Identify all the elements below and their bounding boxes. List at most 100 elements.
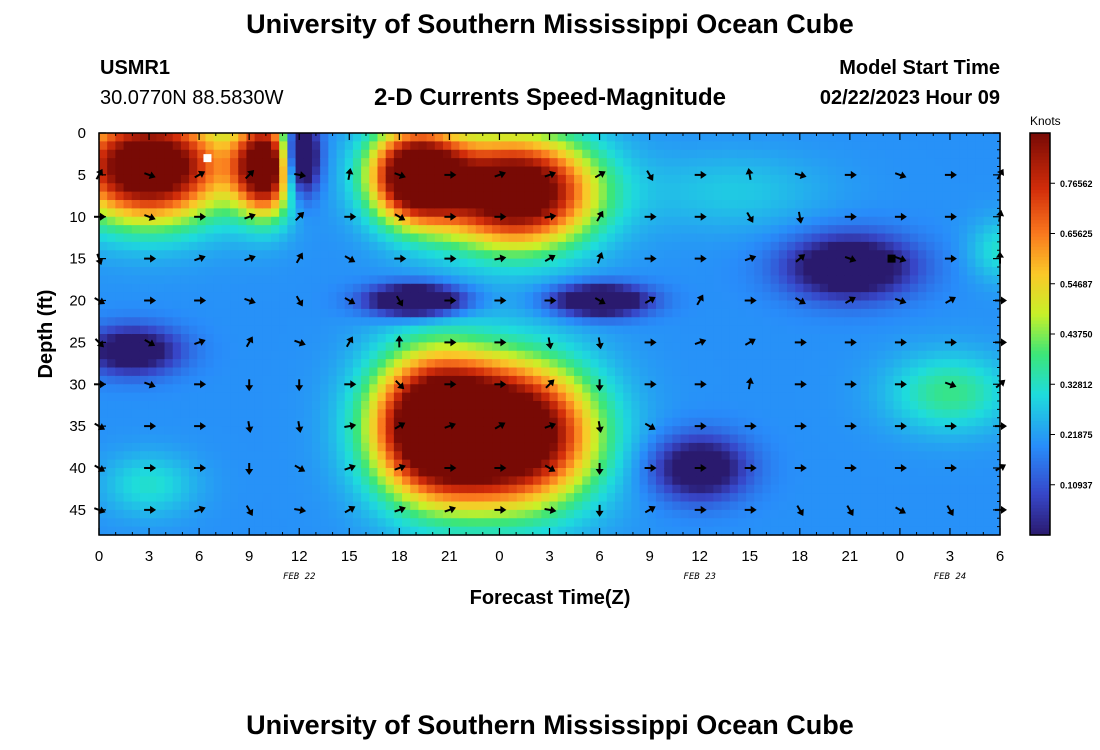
heatmap-cell [189,267,198,276]
heatmap-cell [271,409,280,419]
heatmap-cell [524,375,534,385]
heatmap-cell [787,174,796,184]
heatmap-cell [516,493,526,503]
heatmap-cell [361,526,370,536]
heatmap-cell [139,158,149,168]
heatmap-cell [885,174,895,184]
heatmap-cell [123,375,133,385]
heatmap-cell [901,191,911,201]
heatmap-cell [107,149,116,159]
heatmap-cell [402,300,411,310]
heatmap-cell [459,208,469,218]
heatmap-cell [721,300,731,310]
heatmap-cell [868,258,878,268]
heatmap-cell [156,158,166,168]
heatmap-cell [565,216,575,226]
heatmap-cell [877,434,886,444]
heatmap-cell [770,484,780,494]
heatmap-cell [352,501,362,511]
heatmap-cell [582,250,592,260]
heatmap-cell [533,501,542,511]
heatmap-cell [705,484,714,494]
heatmap-cell [189,367,198,377]
heatmap-cell [287,191,297,201]
heatmap-cell [827,208,837,218]
heatmap-cell [803,258,813,268]
heatmap-cell [737,208,747,218]
heatmap-cell [655,484,665,494]
heatmap-cell [868,292,878,302]
heatmap-cell [230,484,239,494]
heatmap-cell [787,384,796,394]
heatmap-cell [279,250,288,260]
heatmap-cell [852,493,862,503]
heatmap-cell [426,401,436,410]
heatmap-cell [107,325,116,335]
heatmap-cell [156,275,166,285]
heatmap-cell [557,476,567,486]
heatmap-cell [271,158,280,168]
heatmap-cell [189,158,198,168]
heatmap-cell [680,359,690,369]
heatmap-cell [459,392,469,402]
heatmap-cell [295,158,305,168]
heatmap-cell [500,392,510,402]
heatmap-cell [778,476,788,486]
heatmap-cell [500,166,510,176]
heatmap-cell [189,250,198,260]
heatmap-cell [475,149,485,159]
heatmap-cell [926,375,936,385]
heatmap-cell [107,401,116,410]
heatmap-cell [213,509,223,519]
heatmap-cell [410,367,420,377]
heatmap-cell [197,409,207,419]
heatmap-cell [819,317,829,327]
heatmap-cell [688,208,698,218]
heatmap-cell [189,233,198,243]
heatmap-cell [344,442,354,452]
heatmap-cell [565,501,575,511]
heatmap-cell [877,384,886,394]
heatmap-cell [205,308,215,318]
heatmap-cell [262,158,272,168]
heatmap-cell [295,166,305,176]
heatmap-cell [615,359,624,369]
heatmap-cell [295,442,305,452]
heatmap-cell [467,359,477,369]
heatmap-cell [361,292,370,302]
heatmap-cell [721,308,731,318]
heatmap-cell [377,342,387,352]
heatmap-cell [893,166,903,176]
heatmap-cell [836,241,845,251]
heatmap-cell [426,208,436,218]
heatmap-cell [213,216,223,226]
heatmap-cell [803,417,813,427]
heatmap-cell [238,258,248,268]
heatmap-cell [615,442,624,452]
heatmap-cell [410,493,420,503]
heatmap-cell [115,493,125,503]
heatmap-cell [172,250,182,260]
heatmap-cell [918,183,927,193]
heatmap-cell [99,300,108,310]
heatmap-cell [664,258,673,268]
heatmap-cell [615,149,624,159]
heatmap-cell [279,241,288,251]
heatmap-cell [189,409,198,419]
heatmap-cell [778,325,788,335]
heatmap-cell [754,451,764,461]
heatmap-cell [230,200,239,209]
heatmap-cell [115,459,125,469]
heatmap-cell [262,384,272,394]
heatmap-cell [352,375,362,385]
heatmap-cell [926,401,936,410]
heatmap-cell [107,225,116,235]
heatmap-cell [139,191,149,201]
heatmap-cell [647,166,657,176]
heatmap-cell [655,375,665,385]
heatmap-cell [238,174,248,184]
heatmap-cell [139,166,149,176]
heatmap-cell [254,133,264,142]
heatmap-cell [156,317,166,327]
heatmap-cell [508,468,518,477]
